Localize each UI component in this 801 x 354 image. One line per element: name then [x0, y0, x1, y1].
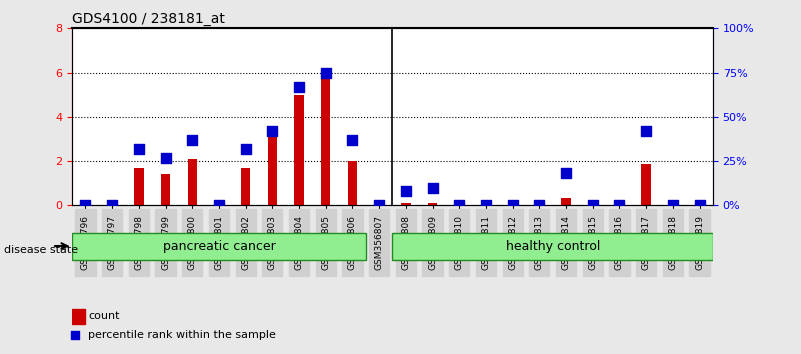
Bar — [428, 203, 437, 205]
Bar — [72, 309, 85, 324]
Point — [693, 202, 706, 208]
Point — [506, 202, 519, 208]
Point — [426, 185, 439, 190]
Bar — [187, 159, 197, 205]
Point — [640, 128, 653, 134]
Point — [186, 137, 199, 143]
Bar — [348, 161, 357, 205]
Bar — [268, 135, 277, 205]
Point — [159, 155, 172, 160]
Bar — [642, 164, 650, 205]
Text: healthy control: healthy control — [505, 240, 600, 253]
Point — [400, 188, 413, 194]
Point — [613, 202, 626, 208]
Point — [292, 84, 305, 90]
Point — [212, 202, 225, 208]
Bar — [241, 168, 250, 205]
Bar — [294, 95, 304, 205]
Text: count: count — [88, 311, 119, 321]
Point — [79, 202, 92, 208]
Text: disease state: disease state — [4, 245, 78, 255]
Point — [586, 202, 599, 208]
Point — [560, 171, 573, 176]
Text: pancreatic cancer: pancreatic cancer — [163, 240, 276, 253]
Bar — [134, 168, 143, 205]
Point — [533, 202, 545, 208]
Point — [132, 146, 145, 152]
Bar — [321, 70, 330, 205]
FancyBboxPatch shape — [72, 233, 366, 261]
Bar — [401, 203, 410, 205]
Point — [480, 202, 493, 208]
Bar — [161, 175, 170, 205]
Text: GDS4100 / 238181_at: GDS4100 / 238181_at — [72, 12, 225, 26]
Point — [453, 202, 465, 208]
Point — [372, 202, 385, 208]
Point — [346, 137, 359, 143]
Point — [415, 215, 428, 221]
Bar — [562, 198, 570, 205]
Text: percentile rank within the sample: percentile rank within the sample — [88, 330, 276, 340]
Point — [266, 128, 279, 134]
Point — [320, 70, 332, 75]
Point — [239, 146, 252, 152]
Point — [666, 202, 679, 208]
Point — [106, 202, 119, 208]
FancyBboxPatch shape — [392, 233, 713, 261]
